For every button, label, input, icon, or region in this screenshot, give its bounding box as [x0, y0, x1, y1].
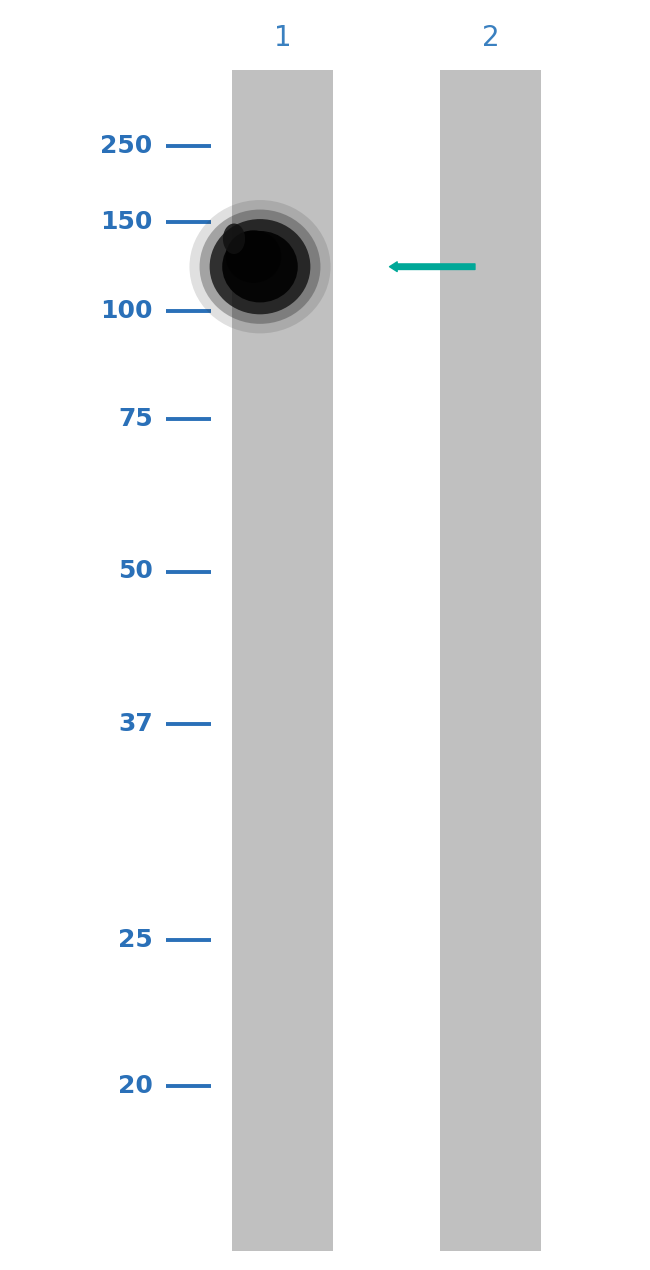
- Text: 100: 100: [100, 300, 153, 323]
- Ellipse shape: [209, 220, 311, 315]
- Text: 37: 37: [118, 712, 153, 735]
- Ellipse shape: [200, 210, 320, 324]
- Ellipse shape: [226, 230, 281, 283]
- Text: 50: 50: [118, 560, 153, 583]
- Text: 150: 150: [100, 211, 153, 234]
- Text: 1: 1: [274, 24, 292, 52]
- Bar: [233, 70, 333, 1251]
- Ellipse shape: [222, 231, 298, 302]
- Text: 250: 250: [101, 135, 153, 157]
- Text: 75: 75: [118, 408, 153, 431]
- Text: 25: 25: [118, 928, 153, 951]
- Bar: [441, 70, 541, 1251]
- Text: 20: 20: [118, 1074, 153, 1097]
- Text: 2: 2: [482, 24, 500, 52]
- Ellipse shape: [223, 224, 245, 254]
- Ellipse shape: [190, 201, 330, 333]
